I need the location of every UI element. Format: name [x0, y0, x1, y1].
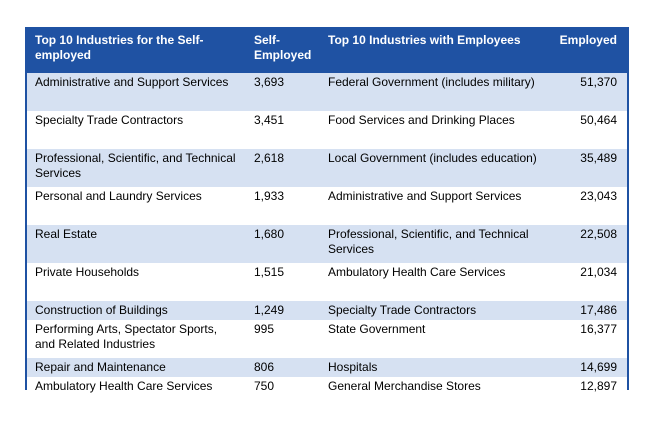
- table-row: Performing Arts, Spectator Sports, and R…: [27, 320, 627, 358]
- cell-employed-count: 50,464: [580, 113, 617, 127]
- cell-self-employed-count: 995: [254, 322, 275, 336]
- cell-employed-count: 22,508: [580, 227, 617, 241]
- cell-self-employed-count: 2,618: [254, 151, 285, 165]
- cell-self-employed-industry: Specialty Trade Contractors: [35, 113, 184, 127]
- table-row: Private Households 1,515 Ambulatory Heal…: [27, 263, 627, 301]
- header-employed-count: Employed: [559, 33, 617, 47]
- table-row: Professional, Scientific, and Technical …: [27, 149, 627, 187]
- cell-self-employed-count: 1,680: [254, 227, 285, 241]
- table-row: Administrative and Support Services 3,69…: [27, 73, 627, 111]
- cell-self-employed-industry: Private Households: [35, 265, 140, 279]
- cell-self-employed-industry: Real Estate: [35, 227, 98, 241]
- cell-employee-industry: Federal Government (includes military): [328, 75, 535, 89]
- cell-self-employed-count: 3,451: [254, 113, 285, 127]
- cell-employed-count: 51,370: [580, 75, 617, 89]
- cell-employed-count: 35,489: [580, 151, 617, 165]
- cell-employed-count: 14,699: [580, 360, 617, 374]
- cell-employee-industry: State Government: [328, 322, 426, 336]
- table-row: Construction of Buildings 1,249 Specialt…: [27, 301, 627, 320]
- cell-self-employed-count: 1,515: [254, 265, 285, 279]
- table-row: Real Estate 1,680 Professional, Scientif…: [27, 225, 627, 263]
- cell-self-employed-industry: Personal and Laundry Services: [35, 189, 202, 203]
- cell-employed-count: 23,043: [580, 189, 617, 203]
- cell-self-employed-count: 1,933: [254, 189, 285, 203]
- cell-self-employed-industry: Repair and Maintenance: [35, 360, 166, 374]
- cell-employee-industry: General Merchandise Stores: [328, 379, 481, 393]
- cell-employee-industry: Hospitals: [328, 360, 378, 374]
- cell-employee-industry: Ambulatory Health Care Services: [328, 265, 506, 279]
- cell-self-employed-industry: Administrative and Support Services: [35, 75, 229, 89]
- cell-employee-industry: Professional, Scientific, and Technical …: [328, 227, 529, 256]
- industries-table-frame: Top 10 Industries for the Self-employed …: [25, 27, 629, 396]
- table-header-row: Top 10 Industries for the Self-employed …: [27, 29, 627, 73]
- cell-employed-count: 16,377: [580, 322, 617, 336]
- table-row: Personal and Laundry Services 1,933 Admi…: [27, 187, 627, 225]
- cell-employed-count: 17,486: [580, 303, 617, 317]
- cell-self-employed-count: 3,693: [254, 75, 285, 89]
- industries-table: Top 10 Industries for the Self-employed …: [27, 29, 627, 396]
- cell-self-employed-industry: Construction of Buildings: [35, 303, 168, 317]
- table-row: Ambulatory Health Care Services 750 Gene…: [27, 377, 627, 396]
- cell-employed-count: 12,897: [580, 379, 617, 393]
- table-row: Repair and Maintenance 806 Hospitals 14,…: [27, 358, 627, 377]
- cell-employed-count: 21,034: [580, 265, 617, 279]
- cell-employee-industry: Food Services and Drinking Places: [328, 113, 515, 127]
- cell-self-employed-industry: Performing Arts, Spectator Sports, and R…: [35, 322, 218, 351]
- cell-self-employed-count: 1,249: [254, 303, 285, 317]
- cell-self-employed-industry: Professional, Scientific, and Technical …: [35, 151, 236, 180]
- cell-self-employed-industry: Ambulatory Health Care Services: [35, 379, 213, 393]
- cell-employee-industry: Local Government (includes education): [328, 151, 537, 165]
- header-self-employed-industries: Top 10 Industries for the Self-employed: [35, 33, 204, 62]
- header-employee-industries: Top 10 Industries with Employees: [328, 33, 521, 47]
- cell-employee-industry: Administrative and Support Services: [328, 189, 522, 203]
- cell-employee-industry: Specialty Trade Contractors: [328, 303, 477, 317]
- cell-self-employed-count: 806: [254, 360, 275, 374]
- cell-self-employed-count: 750: [254, 379, 275, 393]
- header-self-employed-count: Self-Employed: [254, 33, 312, 62]
- table-row: Specialty Trade Contractors 3,451 Food S…: [27, 111, 627, 149]
